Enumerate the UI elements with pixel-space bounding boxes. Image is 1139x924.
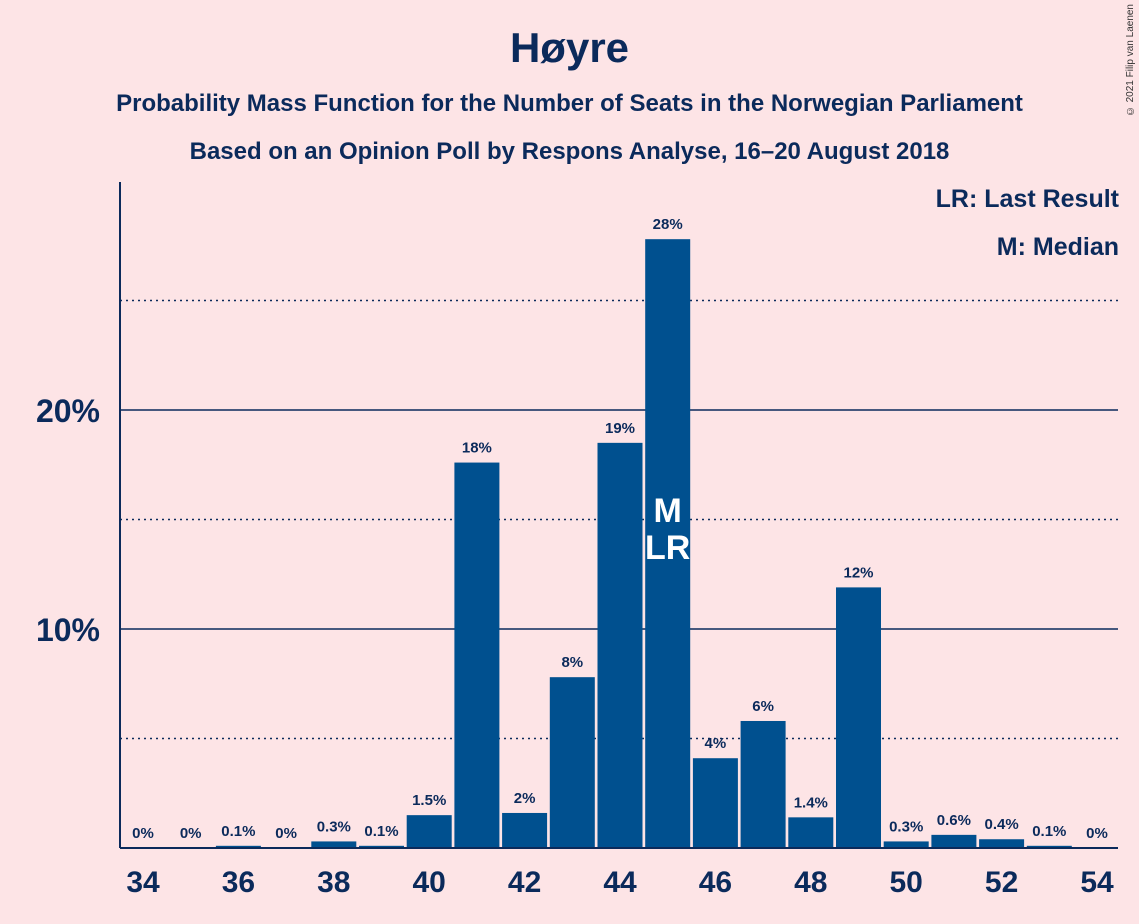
x-tick-label: 34	[126, 866, 160, 899]
data-label-seat-53: 0.1%	[1032, 823, 1066, 840]
bar-seat-36	[215, 845, 261, 848]
data-label-seat-42: 2%	[514, 790, 536, 807]
bar-seat-53	[1026, 845, 1072, 848]
data-label-seat-36: 0.1%	[221, 823, 255, 840]
data-label-seat-54: 0%	[1086, 825, 1108, 842]
data-label-seat-34: 0%	[132, 825, 154, 842]
bar-seat-46	[692, 758, 738, 848]
bar-seat-48	[788, 817, 834, 848]
data-label-seat-38: 0.3%	[317, 818, 351, 835]
data-label-seat-37: 0%	[275, 825, 297, 842]
y-tick-label: 10%	[36, 612, 100, 648]
data-label-seat-49: 12%	[843, 564, 873, 581]
legend-median: M: Median	[996, 233, 1119, 261]
chart-title: Høyre	[509, 24, 630, 71]
x-tick-label: 42	[508, 866, 541, 899]
data-label-seat-45: 28%	[653, 216, 683, 233]
data-label-seat-39: 0.1%	[364, 823, 398, 840]
x-tick-label: 48	[794, 866, 827, 899]
x-tick-label: 40	[413, 866, 446, 899]
data-label-seat-43: 8%	[561, 654, 583, 671]
data-label-seat-48: 1.4%	[794, 794, 828, 811]
data-label-seat-46: 4%	[705, 735, 727, 752]
bar-seat-49	[836, 587, 881, 848]
bar-seat-44	[597, 442, 643, 848]
x-tick-label: 50	[890, 866, 923, 899]
x-tick-label: 54	[1080, 866, 1114, 899]
legend-last-result: LR: Last Result	[935, 185, 1119, 213]
y-tick-label: 20%	[36, 393, 100, 429]
bar-seat-45	[645, 239, 691, 848]
x-tick-label: 36	[222, 866, 255, 899]
bar-seat-52	[979, 839, 1025, 848]
data-label-seat-47: 6%	[752, 698, 774, 715]
bar-seat-42	[502, 812, 548, 848]
bar-seat-47	[740, 720, 786, 848]
bar-seat-39	[359, 845, 404, 848]
bar-seat-50	[883, 841, 929, 848]
x-tick-label: 46	[699, 866, 732, 899]
bar-seat-41	[454, 462, 500, 848]
data-label-seat-52: 0.4%	[984, 816, 1018, 833]
data-label-seat-41: 18%	[462, 440, 492, 457]
bar-seat-43	[549, 677, 595, 848]
x-tick-label: 44	[603, 866, 637, 899]
x-tick-label: 52	[985, 866, 1018, 899]
data-label-seat-51: 0.6%	[937, 812, 971, 829]
data-label-seat-35: 0%	[180, 825, 202, 842]
data-label-seat-50: 0.3%	[889, 818, 923, 835]
bar-seat-38	[311, 841, 357, 848]
median-marker: M	[654, 492, 682, 530]
data-label-seat-40: 1.5%	[412, 792, 446, 809]
bar-seat-40	[406, 815, 452, 848]
chart-subtitle-2: Based on an Opinion Poll by Respons Anal…	[189, 138, 950, 165]
last-result-marker: LR	[645, 529, 690, 567]
chart-subtitle-1: Probability Mass Function for the Number…	[116, 90, 1023, 117]
bar-seat-51	[931, 834, 977, 848]
x-tick-label: 38	[317, 866, 350, 899]
data-label-seat-44: 19%	[605, 420, 635, 437]
